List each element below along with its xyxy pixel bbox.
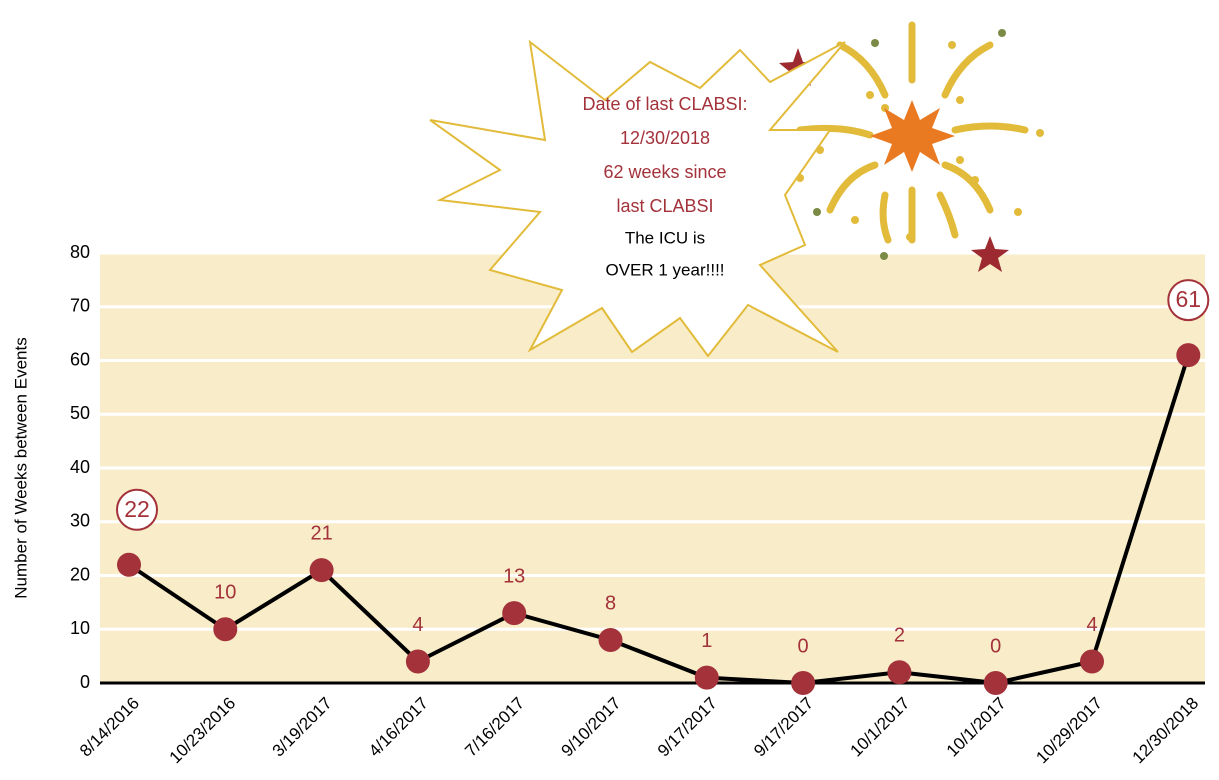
x-tick-label: 9/10/2017: [558, 694, 625, 761]
x-tick-label: 10/29/2017: [1032, 694, 1106, 768]
y-tick-label: 10: [70, 618, 90, 638]
point: [983, 671, 1008, 695]
y-tick-label: 40: [70, 457, 90, 477]
x-tick-label: 12/30/2018: [1129, 694, 1203, 768]
point: [791, 671, 816, 695]
callout-highlight: 12/30/2018: [620, 128, 710, 148]
x-tick-label: 8/14/2016: [76, 694, 143, 761]
y-axis-label: Number of Weeks between Events: [11, 337, 30, 598]
line: [127, 354, 1191, 685]
y-tick-label: 30: [70, 511, 90, 531]
point: [1080, 649, 1104, 674]
y-tick-label: 50: [70, 403, 90, 423]
callout-note: The ICU is: [625, 228, 705, 247]
y-tick-label: 70: [70, 296, 90, 316]
data-label: 0: [798, 635, 809, 657]
point: [213, 617, 238, 642]
x-tick-label: 10/23/2016: [166, 694, 240, 768]
y-tick-label: 80: [70, 242, 90, 262]
data-label: 13: [503, 565, 525, 587]
point: [694, 665, 719, 690]
point: [598, 628, 623, 652]
y-tick-label: 60: [70, 349, 90, 369]
data-label: 8: [605, 592, 616, 614]
point: [405, 649, 430, 674]
y-tick-label: 20: [70, 564, 90, 584]
x-tick-label: 9/17/2017: [654, 694, 721, 761]
data-label: 61: [1176, 286, 1202, 312]
callout-highlight: last CLABSI: [616, 196, 713, 216]
data-label: 22: [124, 496, 150, 522]
data-label: 10: [214, 582, 236, 604]
x-tick-label: 7/16/2017: [461, 694, 528, 761]
x-tick-label: 10/1/2017: [846, 694, 913, 761]
callout-highlight: Date of last CLABSI:: [582, 94, 747, 114]
callout-highlight: 62 weeks since: [603, 162, 726, 182]
data-label: 4: [412, 614, 423, 636]
x-tick-label: 4/16/2017: [365, 694, 432, 761]
fireworks: [796, 21, 1029, 244]
data-label: 4: [1086, 614, 1097, 636]
data-label: 2: [894, 625, 905, 647]
point: [502, 601, 527, 626]
data-label: 0: [990, 635, 1001, 657]
point: [117, 552, 141, 577]
label-circle: [116, 488, 158, 531]
callout-note: OVER 1 year!!!!: [605, 260, 724, 279]
star: [971, 236, 1009, 272]
callout-burst: [429, 39, 846, 358]
point: [309, 558, 334, 583]
label-circle: [1167, 279, 1210, 322]
fireworks-dots-green: [813, 29, 1006, 260]
grid: [100, 251, 1205, 685]
x-tick-label: 3/19/2017: [269, 694, 336, 761]
y-tick-label: 0: [80, 672, 90, 692]
data-label: 1: [701, 630, 712, 652]
data-label: 21: [310, 522, 332, 544]
callout: Date of last CLABSI: 12/30/2018 62 weeks s…: [582, 94, 747, 280]
point: [1176, 343, 1201, 368]
burst: [870, 100, 955, 172]
x-tick-label: 10/1/2017: [943, 694, 1010, 761]
point: [887, 660, 912, 685]
x-tick-label: 9/17/2017: [750, 694, 817, 761]
